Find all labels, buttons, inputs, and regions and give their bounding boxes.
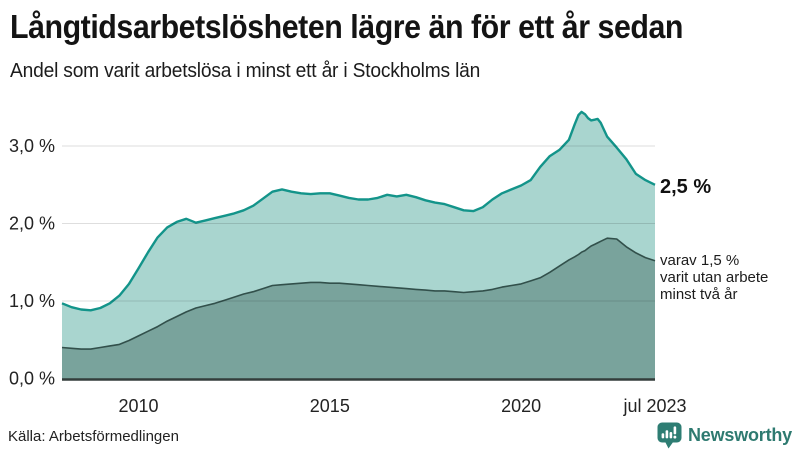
newsworthy-icon bbox=[657, 422, 682, 448]
x-axis-labels: 2010 2015 2020 jul 2023 bbox=[118, 396, 686, 416]
newsworthy-wordmark: Newsworthy bbox=[687, 424, 792, 445]
line-series-1 bbox=[61, 237, 656, 350]
chart-title: Långtidsarbetslösheten lägre än för ett … bbox=[10, 8, 684, 45]
annotation-line: varav 1,5 % bbox=[660, 252, 740, 269]
x-tick-label: 2010 bbox=[118, 396, 158, 416]
x-tick-label: 2020 bbox=[501, 396, 541, 416]
area-series-1 bbox=[62, 238, 655, 379]
x-tick-label: 2015 bbox=[310, 396, 350, 416]
y-tick-label: 1,0 % bbox=[9, 291, 55, 311]
annotation-line: minst två år bbox=[660, 286, 738, 303]
y-tick-label: 2,0 % bbox=[9, 214, 55, 234]
chart-area-series bbox=[61, 110, 656, 379]
annotation-line: varit utan arbete bbox=[660, 269, 769, 286]
y-tick-label: 0,0 % bbox=[9, 369, 55, 389]
newsworthy-logo: Newsworthy bbox=[657, 421, 792, 449]
line-series-0 bbox=[61, 110, 656, 312]
y-axis-labels: 0,0 % 1,0 % 2,0 % 3,0 % bbox=[9, 136, 55, 389]
y-tick-label: 3,0 % bbox=[9, 136, 55, 156]
chart-gridlines bbox=[62, 145, 655, 302]
source-label: Källa: Arbetsförmedlingen bbox=[8, 428, 179, 445]
latest-value-annotation: 2,5 % bbox=[660, 176, 712, 198]
x-tick-label: jul 2023 bbox=[622, 396, 686, 416]
two-year-annotation: varav 1,5 % varit utan arbete minst två … bbox=[660, 252, 768, 303]
chart-subtitle: Andel som varit arbetslösa i minst ett å… bbox=[10, 60, 481, 82]
